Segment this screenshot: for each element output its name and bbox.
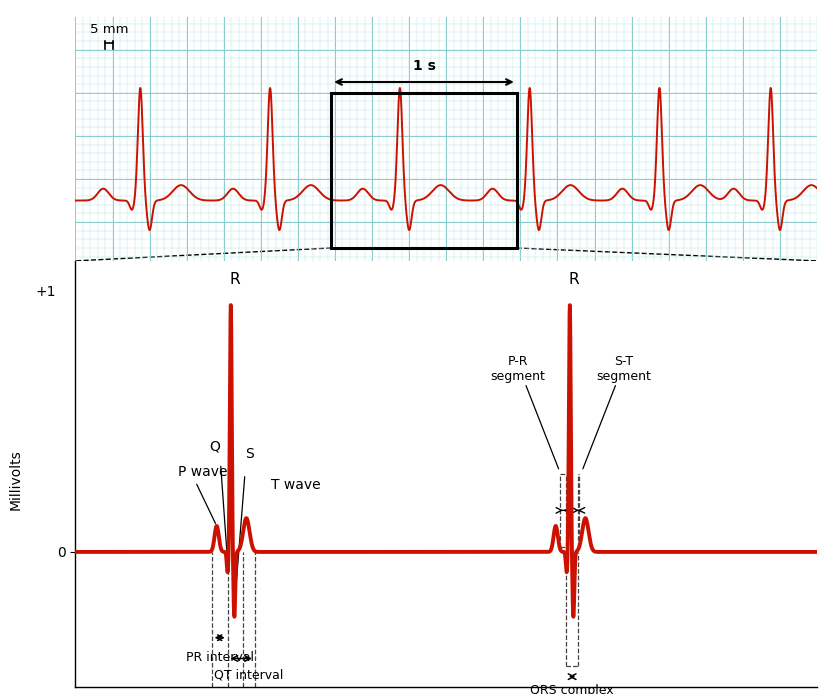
- Text: PR interval: PR interval: [186, 651, 254, 663]
- Text: T wave: T wave: [271, 478, 321, 492]
- Text: S-T
segment: S-T segment: [596, 355, 651, 383]
- Text: 5 mm: 5 mm: [90, 23, 128, 35]
- Text: +1: +1: [35, 285, 55, 299]
- Text: R: R: [229, 272, 240, 287]
- Text: QRS complex: QRS complex: [530, 684, 614, 694]
- Text: P-R
segment: P-R segment: [490, 355, 546, 383]
- Text: P wave: P wave: [178, 465, 227, 479]
- Text: QT interval: QT interval: [214, 669, 283, 682]
- Text: Millivolts: Millivolts: [8, 449, 23, 509]
- Text: 1 s: 1 s: [412, 60, 436, 74]
- Bar: [331, 93, 517, 248]
- Text: S: S: [246, 447, 254, 461]
- Text: Q: Q: [210, 439, 220, 453]
- Text: R: R: [568, 272, 579, 287]
